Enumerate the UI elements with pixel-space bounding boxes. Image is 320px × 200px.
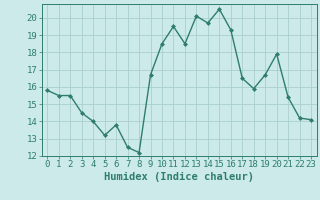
X-axis label: Humidex (Indice chaleur): Humidex (Indice chaleur) xyxy=(104,172,254,182)
